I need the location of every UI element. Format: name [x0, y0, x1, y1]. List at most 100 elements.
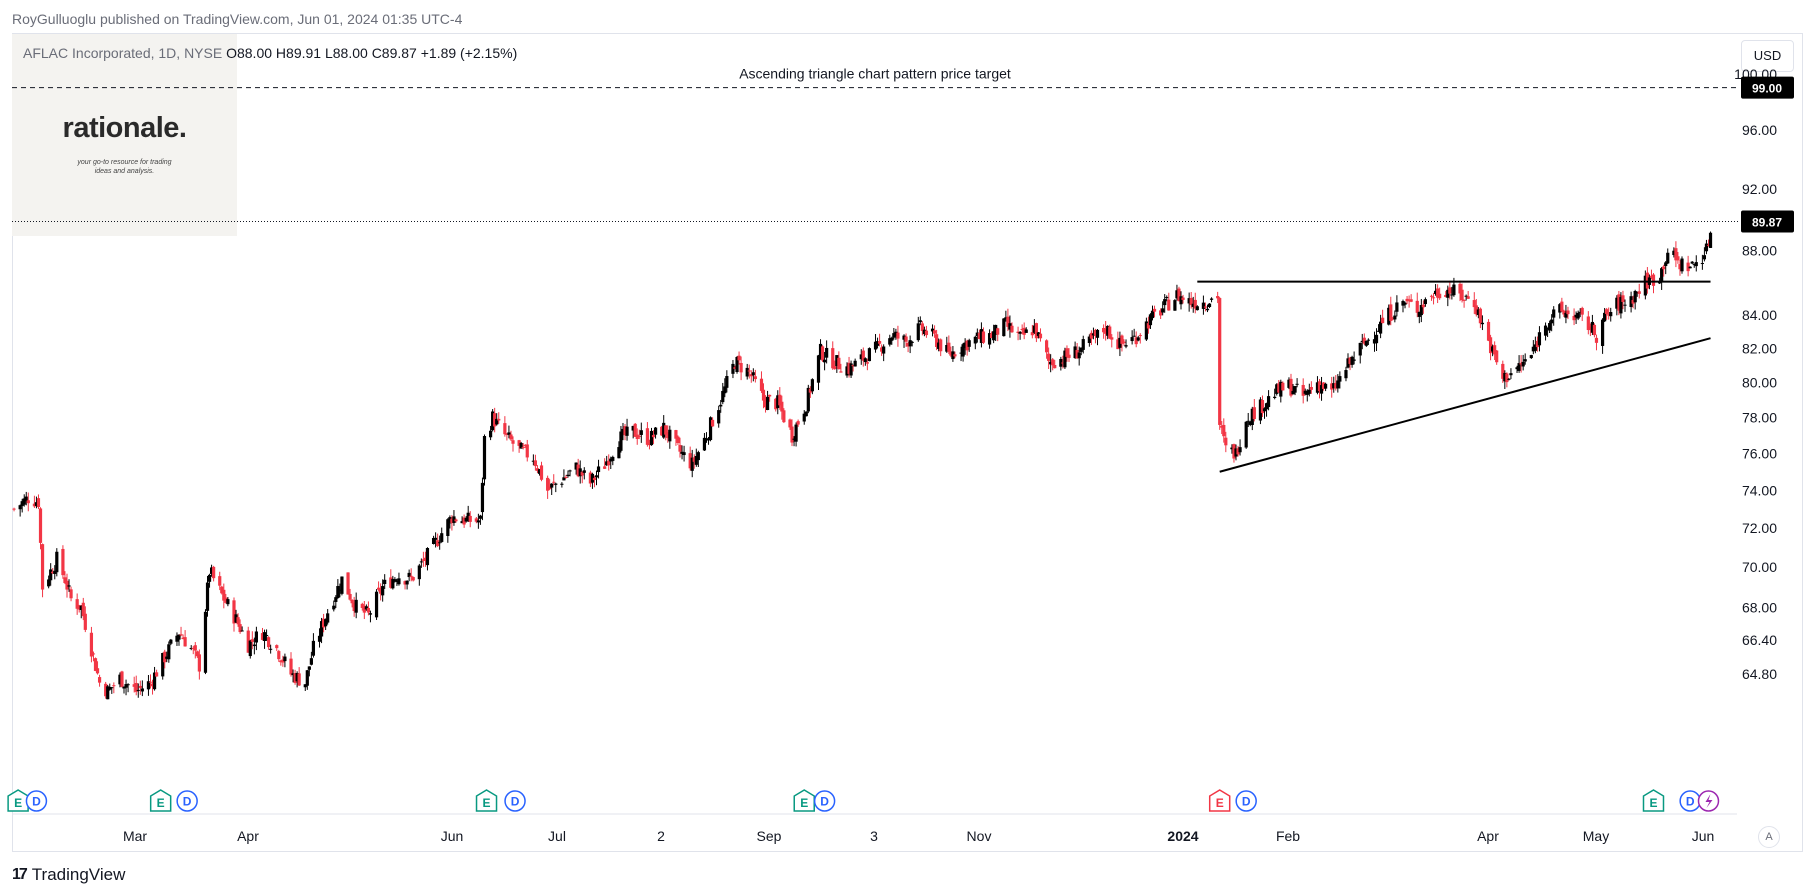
candle: [379, 583, 383, 601]
candle: [816, 354, 821, 390]
price-tick-label: 66.40: [1742, 632, 1777, 648]
dividend-icon[interactable]: D: [504, 790, 526, 812]
earnings-icon[interactable]: E: [149, 789, 172, 812]
candle: [1344, 366, 1348, 382]
candle: [224, 593, 228, 604]
candle: [1407, 295, 1411, 308]
currency-button[interactable]: USD: [1741, 40, 1794, 72]
candle: [26, 492, 30, 512]
candle: [894, 328, 898, 340]
candle: [1346, 353, 1350, 369]
candle: [621, 422, 625, 441]
candle: [1352, 351, 1356, 365]
time-axis[interactable]: Mar Apr Jun Jul 2 Sep 3 Nov 2024 Feb Apr May Jun: [12, 813, 1737, 844]
candle: [1234, 444, 1238, 461]
earnings-icon[interactable]: E: [1642, 789, 1665, 812]
candle: [207, 573, 212, 588]
candle: [1364, 340, 1368, 347]
candle: [1686, 255, 1690, 277]
candle: [1093, 328, 1098, 344]
candle: [24, 491, 28, 506]
candle: [425, 547, 430, 571]
candle: [238, 619, 242, 634]
candle: [136, 683, 140, 698]
candle: [1181, 294, 1185, 304]
earnings-icon[interactable]: E: [793, 789, 815, 812]
candle: [1366, 338, 1370, 345]
split-icon[interactable]: [1697, 790, 1720, 812]
candle: [837, 351, 841, 370]
candle: [1562, 309, 1566, 317]
candle: [1688, 266, 1692, 269]
candle: [1321, 382, 1326, 391]
upcoming-earnings-icon[interactable]: E: [1208, 789, 1231, 812]
candle: [647, 439, 652, 450]
dividend-icon[interactable]: D: [1235, 790, 1257, 812]
candle: [1609, 307, 1613, 322]
candle: [847, 356, 851, 378]
candle: [1022, 322, 1026, 340]
price-tick-label: 96.00: [1742, 122, 1777, 138]
candle: [1535, 336, 1540, 352]
candle: [1564, 304, 1568, 324]
candle: [309, 651, 313, 666]
candle: [994, 324, 998, 341]
candle: [338, 583, 342, 598]
candle: [391, 575, 395, 590]
candle: [920, 321, 924, 336]
candle: [1295, 378, 1299, 388]
candle: [825, 340, 829, 364]
dividend-icon[interactable]: D: [813, 790, 836, 812]
symbol-name[interactable]: AFLAC Incorporated, 1D, NYSE: [23, 45, 223, 61]
dividend-icon[interactable]: D: [25, 790, 48, 812]
candle: [38, 507, 43, 550]
candle: [823, 351, 827, 371]
candle: [431, 535, 436, 545]
candle: [317, 628, 322, 648]
candle: [446, 518, 450, 543]
candle: [132, 676, 136, 693]
candle: [295, 671, 299, 688]
candle: [1505, 372, 1509, 388]
candle: [1161, 301, 1165, 316]
candle: [853, 358, 857, 367]
candle: [590, 472, 595, 489]
candle: [1580, 306, 1584, 322]
dividend-icon[interactable]: D: [1679, 790, 1701, 812]
candle: [205, 575, 210, 617]
auto-scale-button[interactable]: A: [1758, 826, 1780, 848]
price-change: +1.89 (+2.15%): [420, 45, 518, 61]
price-axis[interactable]: 100.0096.0092.0088.0084.0082.0080.0078.0…: [1734, 66, 1777, 682]
candle: [1523, 353, 1527, 365]
candle: [908, 335, 912, 354]
candle: [417, 563, 421, 586]
time-tick-label: May: [1583, 828, 1609, 844]
candle: [1676, 251, 1680, 264]
candle: [1378, 314, 1383, 339]
candle: [236, 613, 240, 627]
candle: [562, 469, 566, 481]
candle: [468, 511, 472, 528]
candle: [1543, 322, 1548, 341]
candle: [533, 454, 538, 471]
candle: [1572, 308, 1576, 326]
candle: [806, 384, 810, 414]
candle: [65, 573, 69, 598]
candle: [808, 386, 812, 398]
candle: [965, 339, 969, 356]
candle: [1281, 381, 1285, 391]
candle: [1545, 327, 1550, 338]
earnings-icon[interactable]: E: [475, 789, 498, 812]
earnings-icon[interactable]: E: [7, 789, 29, 812]
dividend-icon[interactable]: D: [176, 790, 198, 812]
candlestick-series: [12, 231, 1713, 700]
candle: [83, 606, 87, 633]
candle: [1266, 390, 1271, 411]
candle: [607, 454, 611, 471]
svg-text:99.00: 99.00: [1752, 82, 1782, 96]
candle: [704, 432, 709, 443]
support-trendline[interactable]: [1219, 337, 1711, 473]
candle: [112, 682, 116, 694]
